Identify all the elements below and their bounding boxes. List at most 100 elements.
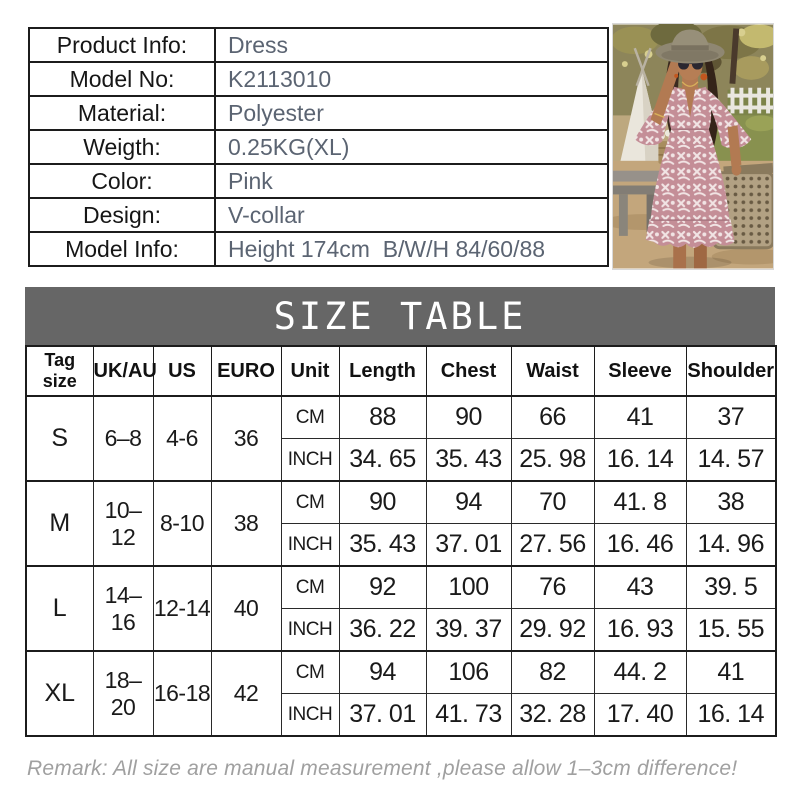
inch-value: 37. 01 xyxy=(425,523,512,567)
info-label: Product Info: xyxy=(28,27,216,63)
unit-label: CM xyxy=(280,650,340,694)
cm-value: 41. 8 xyxy=(593,480,687,524)
size-tag: M xyxy=(25,480,94,567)
info-value: K2113010 xyxy=(214,61,609,97)
info-label: Design: xyxy=(28,197,216,233)
column-header: Unit xyxy=(280,345,340,397)
column-header: UK/AU xyxy=(92,345,157,397)
size-row-s-inch: INCH 34. 65 35. 43 25. 98 16. 14 14. 57 xyxy=(26,438,777,482)
inch-value: 15. 55 xyxy=(685,608,777,652)
model-figure xyxy=(634,29,752,269)
cm-value: 70 xyxy=(510,480,595,524)
inch-value: 25. 98 xyxy=(510,438,595,482)
cm-value: 43 xyxy=(593,565,687,609)
cm-value: 106 xyxy=(425,650,512,694)
euro-size: 40 xyxy=(210,565,282,652)
unit-label: INCH xyxy=(280,608,340,652)
model-photo-illustration xyxy=(613,24,773,269)
cm-value: 100 xyxy=(425,565,512,609)
size-row-m-cm: M 10–12 8-10 38 CM 90 94 70 41. 8 38 xyxy=(25,480,777,567)
cm-value: 82 xyxy=(510,650,595,694)
column-header: US xyxy=(152,345,212,397)
necklace xyxy=(681,81,699,87)
info-label: Model Info: xyxy=(28,231,216,267)
inch-value: 35. 43 xyxy=(338,523,427,567)
inch-value: 39. 37 xyxy=(425,608,512,652)
euro-size: 42 xyxy=(210,650,282,737)
uk-au-range: 6–8 xyxy=(92,395,154,482)
inch-value: 35. 43 xyxy=(425,438,512,482)
inch-value: 16. 14 xyxy=(685,693,777,737)
info-value: Pink xyxy=(214,163,609,199)
cm-value: 90 xyxy=(425,395,512,439)
cm-value: 39. 5 xyxy=(685,565,777,609)
column-header: Waist xyxy=(510,345,595,397)
info-value: Height 174cm B/W/H 84/60/88 xyxy=(214,231,609,267)
cm-value: 92 xyxy=(338,565,427,609)
inch-value: 16. 14 xyxy=(593,438,687,482)
unit-label: CM xyxy=(280,480,340,524)
wide-brim-hat xyxy=(655,29,725,64)
unit-label: CM xyxy=(280,565,340,609)
cm-value: 90 xyxy=(338,480,427,524)
size-tag: XL xyxy=(25,650,94,737)
size-row-m-inch: INCH 35. 43 37. 01 27. 56 16. 46 14. 96 xyxy=(26,523,777,567)
inch-value: 16. 46 xyxy=(593,523,687,567)
size-row-l-inch: INCH 36. 22 39. 37 29. 92 16. 93 15. 55 xyxy=(26,608,777,652)
table-row: Product Info: Dress xyxy=(28,27,609,63)
cm-value: 76 xyxy=(510,565,595,609)
cm-value: 38 xyxy=(685,480,777,524)
size-table: Tag size UK/AU US EURO Unit Length Chest… xyxy=(25,345,777,737)
unit-label: INCH xyxy=(280,438,340,482)
cm-value: 44. 2 xyxy=(593,650,687,694)
euro-size: 38 xyxy=(210,480,282,567)
column-header: EURO xyxy=(210,345,282,397)
size-tag: S xyxy=(25,395,94,482)
table-row: Material: Polyester xyxy=(28,95,609,131)
info-value: Polyester xyxy=(214,95,609,131)
size-row-s-cm: S 6–8 4-6 36 CM 88 90 66 41 37 xyxy=(25,395,777,482)
product-photo xyxy=(612,23,774,270)
unit-label: CM xyxy=(280,395,340,439)
garden-fence xyxy=(727,87,773,116)
inch-value: 32. 28 xyxy=(510,693,595,737)
cm-value: 41 xyxy=(685,650,777,694)
info-value: 0.25KG(XL) xyxy=(214,129,609,165)
uk-au-range: 14–16 xyxy=(92,565,154,652)
inch-value: 16. 93 xyxy=(593,608,687,652)
column-header: Chest xyxy=(425,345,512,397)
table-row: Design: V-collar xyxy=(28,197,609,233)
euro-size: 36 xyxy=(210,395,282,482)
cm-value: 41 xyxy=(593,395,687,439)
cm-value: 94 xyxy=(425,480,512,524)
us-range: 8-10 xyxy=(152,480,212,567)
us-range: 16-18 xyxy=(152,650,212,737)
info-label: Material: xyxy=(28,95,216,131)
cm-value: 66 xyxy=(510,395,595,439)
inch-value: 14. 57 xyxy=(685,438,777,482)
info-label: Model No: xyxy=(28,61,216,97)
inch-value: 27. 56 xyxy=(510,523,595,567)
inch-value: 34. 65 xyxy=(338,438,427,482)
uk-au-range: 10–12 xyxy=(92,480,154,567)
us-range: 12-14 xyxy=(152,565,212,652)
cm-value: 37 xyxy=(685,395,777,439)
size-row-l-cm: L 14–16 12-14 40 CM 92 100 76 43 39. 5 xyxy=(25,565,777,652)
wooden-bench xyxy=(613,170,669,236)
size-row-xl-inch: INCH 37. 01 41. 73 32. 28 17. 40 16. 14 xyxy=(26,693,777,737)
inch-value: 37. 01 xyxy=(338,693,427,737)
remark-text: Remark: All size are manual measurement … xyxy=(27,757,738,780)
column-header: Tag size xyxy=(25,345,94,397)
inch-value: 36. 22 xyxy=(338,608,427,652)
info-label: Color: xyxy=(28,163,216,199)
info-label: Weigth: xyxy=(28,129,216,165)
us-range: 4-6 xyxy=(152,395,212,482)
table-row: Color: Pink xyxy=(28,163,609,199)
size-table-title: SIZE TABLE xyxy=(25,287,775,345)
size-table-header-row: Tag size UK/AU US EURO Unit Length Chest… xyxy=(25,345,777,397)
column-header: Sleeve xyxy=(593,345,687,397)
column-header: Shoulder xyxy=(685,345,777,397)
info-value: V-collar xyxy=(214,197,609,233)
cm-value: 88 xyxy=(338,395,427,439)
hoop-earring xyxy=(700,73,708,81)
